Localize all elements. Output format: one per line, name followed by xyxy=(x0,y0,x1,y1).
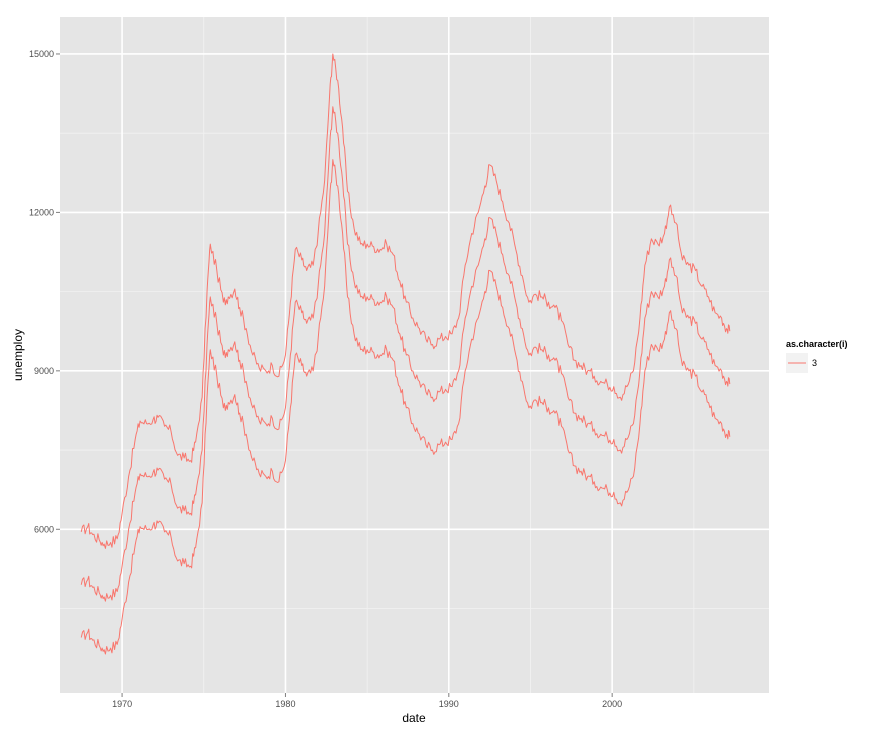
major-grid xyxy=(60,17,769,693)
y-tick-label: 12000 xyxy=(29,207,54,217)
legend: as.character(i) 3 xyxy=(786,339,848,373)
series-line-3 xyxy=(80,159,731,655)
minor-grid xyxy=(60,17,769,693)
x-tick-label: 2000 xyxy=(602,699,622,709)
y-tick-label: 9000 xyxy=(34,366,54,376)
series-line-2 xyxy=(80,106,731,602)
legend-label: 3 xyxy=(812,358,817,368)
y-tick-label: 6000 xyxy=(34,524,54,534)
series-line-1 xyxy=(80,53,731,549)
legend-title: as.character(i) xyxy=(786,339,848,349)
x-tick-label: 1990 xyxy=(439,699,459,709)
plot-panel xyxy=(60,17,769,693)
x-axis-title: date xyxy=(402,711,426,725)
y-tick-label: 15000 xyxy=(29,49,54,59)
x-tick-label: 1980 xyxy=(275,699,295,709)
series-layer xyxy=(80,53,731,655)
x-axis: 1970 1980 1990 2000 xyxy=(112,693,622,709)
y-axis: 6000 9000 12000 15000 xyxy=(29,49,60,534)
x-tick-label: 1970 xyxy=(112,699,132,709)
y-axis-title: unemploy xyxy=(11,329,25,381)
